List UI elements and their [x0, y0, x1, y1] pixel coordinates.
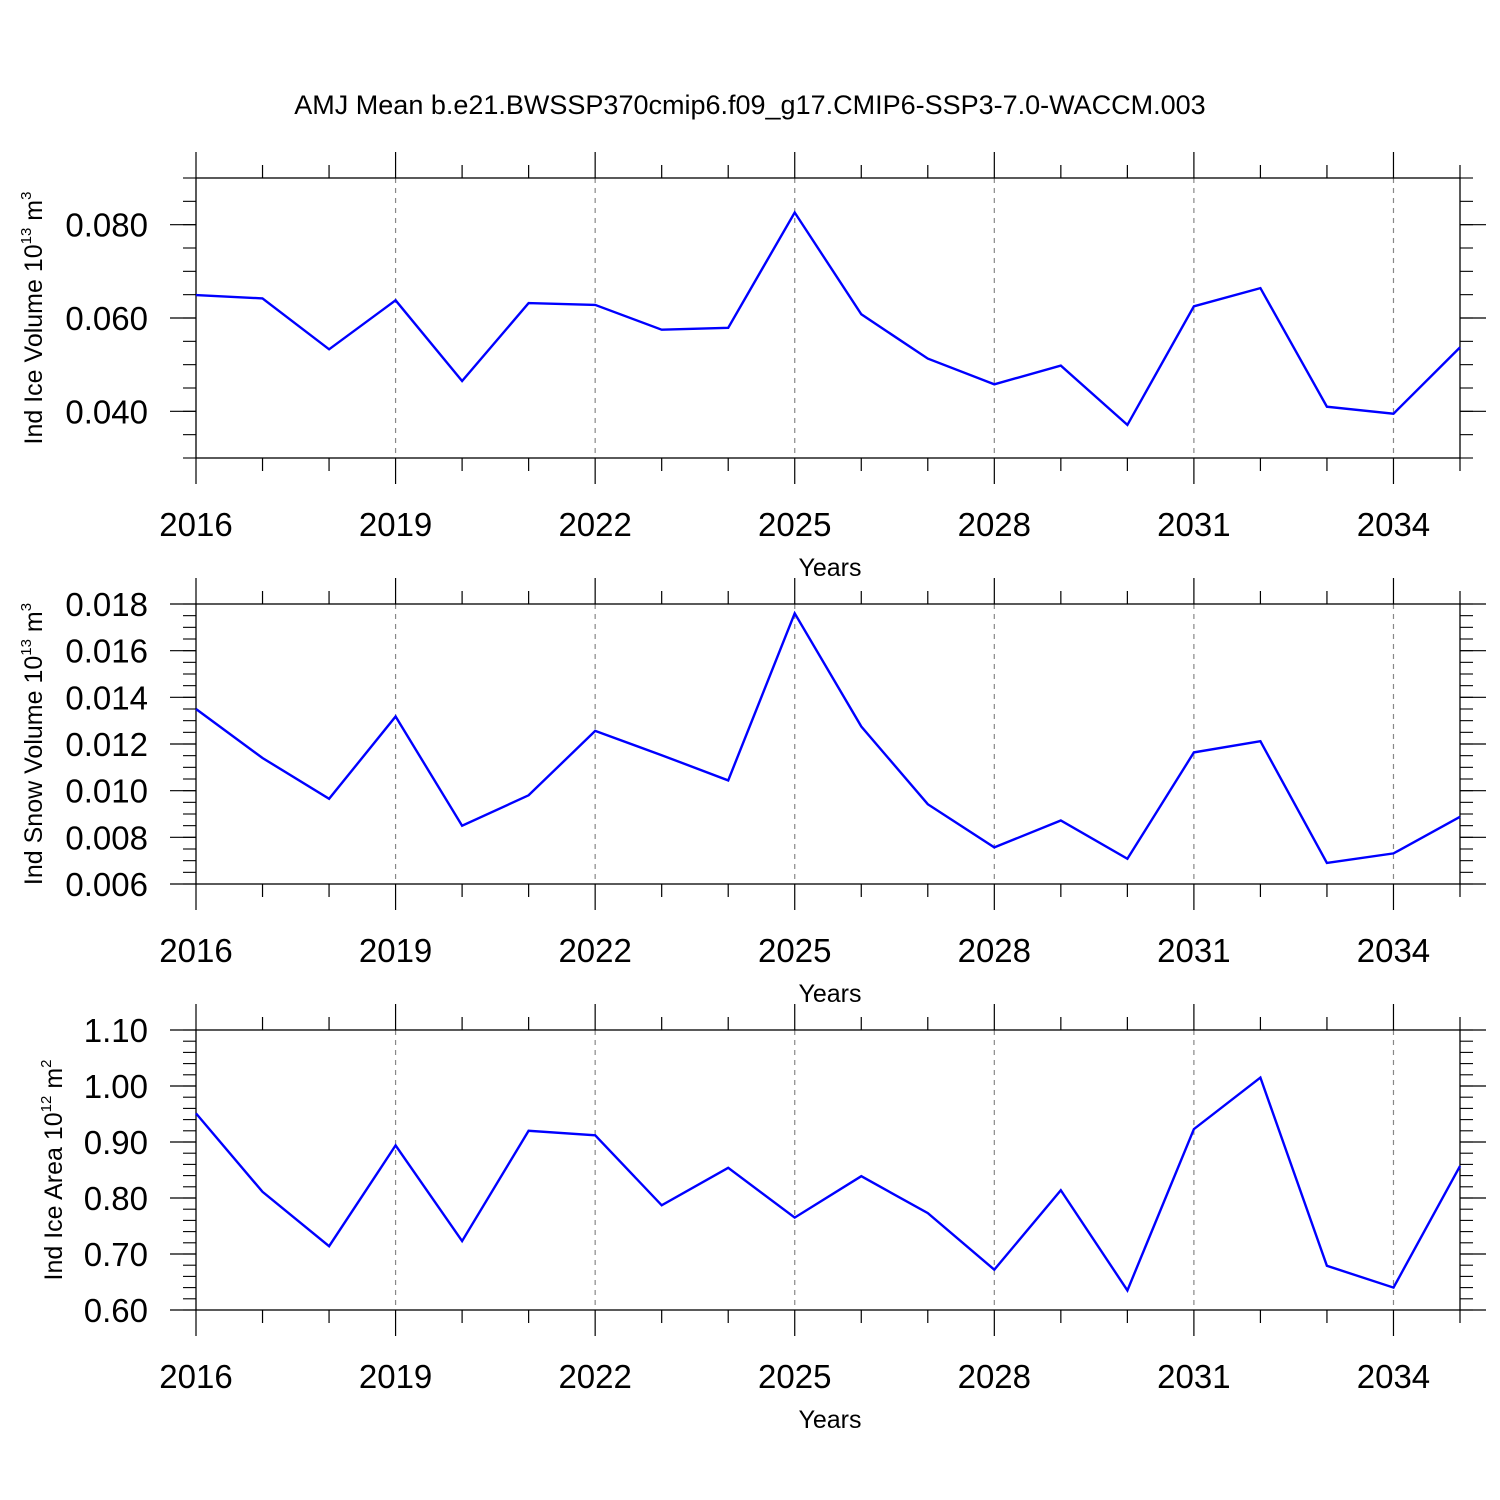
y-tick-label: 0.010	[65, 773, 148, 810]
series-line	[195, 210, 1461, 427]
x-tick-label: 2019	[359, 1358, 432, 1395]
series-line	[195, 610, 1461, 865]
x-tick-label: 2025	[758, 1358, 831, 1395]
y-axis-label-superscript: 3	[18, 192, 35, 200]
y-tick-label: 0.60	[84, 1292, 148, 1329]
x-tick-label: 2031	[1157, 932, 1230, 969]
series-line	[195, 1075, 1462, 1293]
y-axis-label-text: Ind Ice Area 10	[40, 1112, 68, 1280]
x-tick-label: 2019	[359, 932, 432, 969]
y-tick-label: 0.060	[65, 300, 148, 337]
y-axis-label-superscript: 13	[18, 639, 35, 656]
x-tick-label: 2025	[758, 506, 831, 543]
x-tick-label: 2031	[1157, 1358, 1230, 1395]
x-tick-label: 2022	[558, 932, 631, 969]
y-tick-label: 1.00	[84, 1068, 148, 1105]
y-tick-label: 0.014	[65, 679, 148, 716]
y-axis-label-text: m	[20, 611, 48, 639]
y-axis-label-text: Ind Snow Volume 10	[20, 656, 48, 885]
y-axis-label: Ind Ice Volume 1013 m3	[18, 192, 48, 445]
y-tick-label: 0.008	[65, 819, 148, 856]
y-axis-label-text: m	[20, 200, 48, 228]
panel-2: 2016 2019 2022 2025 2028 2031 2034 0.006 0.008 0.…	[18, 578, 1486, 1008]
panel-1: 2016 2019 2022 2025 2028 2031 2034 0.040 0.060 0.…	[18, 152, 1486, 582]
y-tick-label: 1.10	[84, 1012, 148, 1049]
x-tick-label: 2031	[1157, 506, 1230, 543]
y-axis-label-superscript: 13	[18, 228, 35, 245]
y-axis-label-text: Ind Ice Volume 10	[20, 244, 48, 444]
y-tick-label: 0.080	[65, 207, 148, 244]
x-tick-label: 2034	[1357, 932, 1430, 969]
y-tick-label: 0.018	[65, 586, 148, 623]
y-axis-label-superscript: 2	[38, 1060, 55, 1068]
y-tick-label: 0.90	[84, 1124, 148, 1161]
chart-title: AMJ Mean b.e21.BWSSP370cmip6.f09_g17.CMI…	[294, 90, 1205, 120]
y-tick-label: 0.016	[65, 633, 148, 670]
x-tick-label: 2019	[359, 506, 432, 543]
x-axis-label: Years	[798, 1406, 861, 1434]
y-axis-label: Ind Snow Volume 1013 m3	[18, 603, 48, 885]
x-tick-label: 2028	[958, 1358, 1031, 1395]
x-tick-label: 2034	[1357, 506, 1430, 543]
y-axis-label-superscript: 12	[38, 1096, 55, 1113]
y-tick-label: 0.70	[84, 1236, 148, 1273]
x-tick-label: 2016	[159, 1358, 232, 1395]
x-tick-label: 2034	[1357, 1358, 1430, 1395]
x-axis-label: Years	[798, 980, 861, 1008]
y-tick-label: 0.012	[65, 726, 148, 763]
panel-3: 2016 2019 2022 2025 2028 2031 2034 0.60 0.70 0.80…	[38, 1004, 1486, 1434]
y-tick-label: 0.80	[84, 1180, 148, 1217]
x-tick-label: 2016	[159, 932, 232, 969]
x-tick-label: 2022	[558, 506, 631, 543]
y-axis-label-superscript: 3	[18, 603, 35, 611]
x-tick-label: 2016	[159, 506, 232, 543]
x-tick-label: 2022	[558, 1358, 631, 1395]
x-tick-label: 2028	[958, 506, 1031, 543]
y-axis-label: Ind Ice Area 1012 m2	[38, 1060, 68, 1281]
plot-frame	[195, 603, 1461, 885]
y-tick-label: 0.040	[65, 393, 148, 430]
plot-frame	[195, 177, 1461, 459]
x-tick-label: 2025	[758, 932, 831, 969]
plot-frame	[195, 1029, 1461, 1311]
y-tick-label: 0.006	[65, 866, 148, 903]
y-axis-label-text: m	[40, 1068, 68, 1096]
x-tick-label: 2028	[958, 932, 1031, 969]
x-axis-label: Years	[798, 554, 861, 582]
